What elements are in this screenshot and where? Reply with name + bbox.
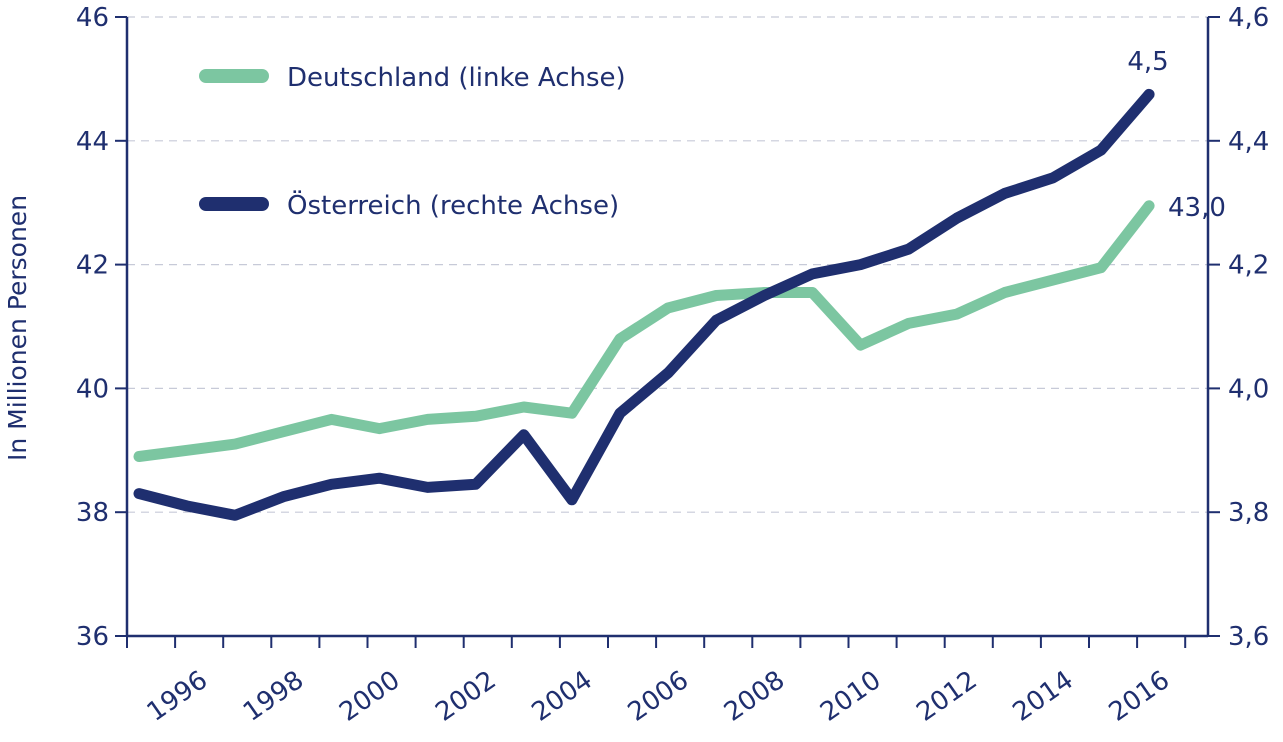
- legend-label-oesterreich: Österreich (rechte Achse): [287, 189, 619, 221]
- x-tick-label: 2010: [815, 665, 886, 728]
- x-tick-label: 2012: [911, 665, 982, 728]
- series-lines: [133, 88, 1155, 521]
- y-right-tick-label: 4,6: [1228, 3, 1269, 33]
- y-left-tick-label: 46: [76, 3, 109, 33]
- x-tick-label: 2004: [527, 665, 598, 728]
- x-tick-label: 2006: [623, 665, 694, 728]
- axes: [125, 17, 1210, 638]
- x-tick-label: 2000: [334, 665, 405, 728]
- legend: Deutschland (linke Achse) Österreich (re…: [199, 63, 626, 221]
- x-tick-label: 1998: [238, 665, 309, 728]
- y-left-tick-label: 36: [76, 622, 109, 652]
- x-tick-label: 1996: [142, 665, 213, 728]
- series-line-deutschland: [133, 200, 1155, 462]
- x-tick-label: 2002: [430, 665, 501, 728]
- series-line-oesterreich: [133, 88, 1155, 521]
- y-left-tick-label: 40: [76, 374, 109, 404]
- y-right-tick-label: 4,2: [1228, 251, 1269, 281]
- end-label-oesterreich: 4,5: [1127, 47, 1168, 77]
- gridlines: [127, 16, 1208, 513]
- y-axis-title: In Millionen Personen: [3, 195, 32, 461]
- y-right-tick-label: 4,4: [1228, 127, 1269, 157]
- x-tick-label: 2014: [1008, 665, 1079, 728]
- axis-ticks: [115, 16, 1220, 648]
- y-right-tick-label: 3,8: [1228, 498, 1269, 528]
- y-left-tick-label: 42: [76, 251, 109, 281]
- y-right-tick-label: 3,6: [1228, 622, 1269, 652]
- end-label-deutschland: 43,0: [1168, 193, 1226, 223]
- legend-label-deutschland: Deutschland (linke Achse): [287, 63, 626, 93]
- y-right-tick-label: 4,0: [1228, 374, 1269, 404]
- y-left-tick-label: 44: [76, 127, 109, 157]
- x-tick-label: 2016: [1104, 665, 1175, 728]
- x-tick-label: 2008: [719, 665, 790, 728]
- y-left-tick-label: 38: [76, 498, 109, 528]
